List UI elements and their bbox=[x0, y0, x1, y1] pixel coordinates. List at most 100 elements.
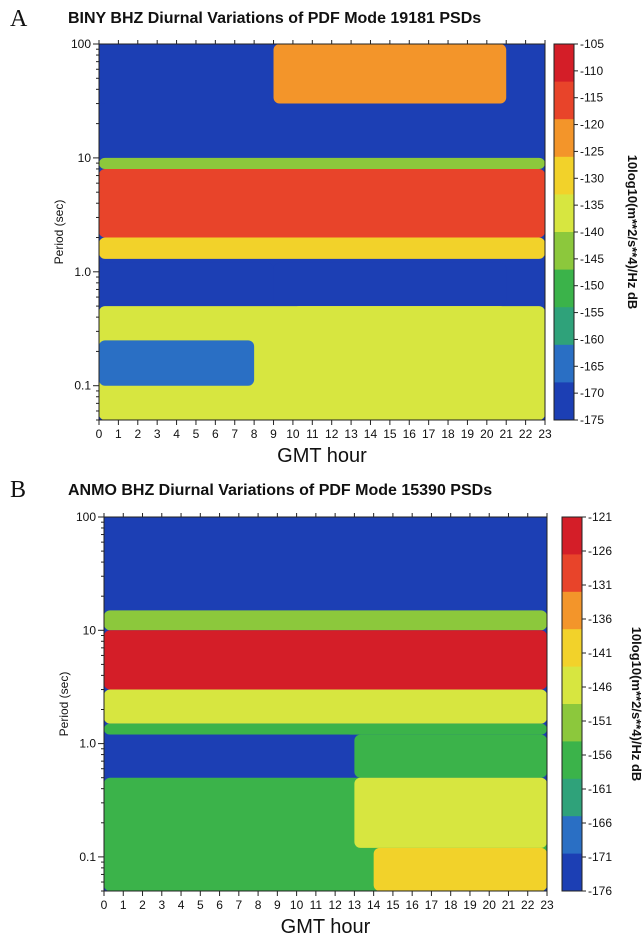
x-tick-label: 18 bbox=[441, 427, 455, 441]
colorbar-tick-label: -131 bbox=[588, 578, 612, 592]
colorbar-tick-label: -175 bbox=[580, 413, 604, 427]
colorbar-tick-label: -120 bbox=[580, 118, 604, 132]
x-tick-label: 13 bbox=[344, 427, 358, 441]
x-tick-label: 11 bbox=[306, 427, 319, 441]
x-tick-label: 7 bbox=[235, 898, 242, 912]
x-axis-label: GMT hour bbox=[277, 445, 367, 467]
y-axis-label: Period (sec) bbox=[57, 672, 71, 737]
colorbar-segment bbox=[562, 704, 582, 742]
colorbar-tick-label: -156 bbox=[588, 748, 612, 762]
colorbar-segment bbox=[562, 853, 582, 892]
x-tick-label: 15 bbox=[383, 427, 397, 441]
heatmap-cell bbox=[99, 44, 274, 104]
colorbar-tick-label: -150 bbox=[580, 279, 604, 293]
heatmap-chart: 0 1 2 3 4 5 6 7 8 9 10 11 12 13 14 15 16 17 18 19 20 21 22 23GM… bbox=[52, 37, 640, 467]
colorbar-segment bbox=[554, 156, 574, 195]
panel-a: A BINY BHZ Diurnal Variations of PDF Mod… bbox=[0, 0, 642, 470]
colorbar-tick-label: -160 bbox=[580, 332, 604, 346]
x-tick-label: 16 bbox=[405, 898, 419, 912]
x-tick-label: 15 bbox=[386, 898, 400, 912]
x-tick-label: 8 bbox=[251, 427, 258, 441]
colorbar-tick-label: -166 bbox=[588, 816, 612, 830]
x-tick-label: 17 bbox=[425, 898, 439, 912]
y-tick-label: 100 bbox=[76, 510, 96, 524]
x-tick-label: 14 bbox=[367, 898, 381, 912]
colorbar-label: 10log10(m**2/s**4)/Hz dB bbox=[629, 627, 642, 782]
x-tick-label: 9 bbox=[274, 898, 281, 912]
x-tick-label: 19 bbox=[461, 427, 475, 441]
colorbar-tick-label: -130 bbox=[580, 171, 604, 185]
heatmap-cell bbox=[104, 517, 547, 611]
heatmap-chart: 0 1 2 3 4 5 6 7 8 9 10 11 12 13 14 15 16 17 18 19 20 21 22 23GM… bbox=[57, 510, 642, 938]
plot-frame bbox=[98, 43, 546, 421]
colorbar-segment bbox=[562, 778, 582, 817]
heatmap-cell bbox=[354, 734, 547, 778]
colorbar-segment bbox=[554, 269, 574, 308]
x-tick-label: 21 bbox=[500, 427, 514, 441]
colorbar-segment bbox=[554, 194, 574, 233]
colorbar-tick-label: -145 bbox=[580, 252, 604, 266]
colorbar-tick-label: -140 bbox=[580, 225, 604, 239]
x-tick-label: 11 bbox=[310, 898, 323, 912]
x-tick-label: 13 bbox=[348, 898, 362, 912]
panel-label: A bbox=[10, 6, 28, 32]
colorbar-segment bbox=[554, 119, 574, 158]
colorbar-segment bbox=[554, 81, 574, 120]
x-tick-label: 22 bbox=[519, 427, 533, 441]
x-tick-label: 10 bbox=[290, 898, 304, 912]
colorbar-segment bbox=[562, 816, 582, 855]
heatmap-cell bbox=[104, 610, 547, 631]
colorbar-segment bbox=[562, 591, 582, 630]
colorbar-tick-label: -126 bbox=[588, 544, 612, 558]
x-tick-label: 2 bbox=[134, 427, 141, 441]
colorbar-tick-label: -135 bbox=[580, 198, 604, 212]
heatmap-cell bbox=[99, 340, 255, 386]
x-tick-label: 6 bbox=[216, 898, 223, 912]
y-tick-label: 10 bbox=[83, 623, 97, 637]
colorbar-tick-label: -146 bbox=[588, 680, 612, 694]
x-tick-label: 1 bbox=[120, 898, 127, 912]
x-tick-label: 6 bbox=[212, 427, 219, 441]
x-tick-label: 23 bbox=[538, 427, 552, 441]
heatmap-cell bbox=[99, 262, 274, 307]
colorbar-segment bbox=[554, 382, 574, 421]
colorbar-tick-label: -176 bbox=[588, 884, 612, 898]
heatmap-cell bbox=[104, 630, 547, 690]
x-tick-label: 22 bbox=[521, 898, 535, 912]
colorbar-segment bbox=[562, 666, 582, 705]
x-tick-label: 1 bbox=[115, 427, 122, 441]
colorbar-label: 10log10(m**2/s**4)/Hz dB bbox=[625, 155, 640, 310]
x-tick-label: 7 bbox=[231, 427, 238, 441]
x-axis-label: GMT hour bbox=[281, 916, 371, 938]
x-tick-label: 0 bbox=[96, 427, 103, 441]
heatmap-cell bbox=[354, 777, 547, 848]
x-tick-label: 18 bbox=[444, 898, 458, 912]
heatmap-cell bbox=[99, 103, 545, 158]
colorbar-tick-label: -141 bbox=[588, 646, 612, 660]
panel-b: B ANMO BHZ Diurnal Variations of PDF Mod… bbox=[0, 470, 642, 942]
colorbar-frame bbox=[561, 516, 583, 892]
colorbar-segment bbox=[562, 554, 582, 593]
colorbar-segment bbox=[562, 517, 582, 555]
colorbar-segment bbox=[554, 344, 574, 383]
x-tick-label: 4 bbox=[173, 427, 180, 441]
x-tick-label: 10 bbox=[286, 427, 300, 441]
heatmap-cell bbox=[373, 847, 547, 891]
x-tick-label: 0 bbox=[101, 898, 108, 912]
x-tick-label: 2 bbox=[139, 898, 146, 912]
colorbar-tick-label: -136 bbox=[588, 612, 612, 626]
chart-title: BINY BHZ Diurnal Variations of PDF Mode … bbox=[68, 10, 482, 27]
plot-frame bbox=[103, 516, 548, 892]
x-tick-label: 20 bbox=[483, 898, 497, 912]
chart-title: ANMO BHZ Diurnal Variations of PDF Mode … bbox=[68, 482, 493, 499]
x-tick-label: 16 bbox=[403, 427, 417, 441]
colorbar-segment bbox=[554, 307, 574, 346]
colorbar-tick-label: -155 bbox=[580, 306, 604, 320]
heatmap-cell bbox=[292, 306, 507, 420]
x-tick-label: 5 bbox=[197, 898, 204, 912]
x-tick-label: 17 bbox=[422, 427, 436, 441]
x-tick-label: 14 bbox=[364, 427, 378, 441]
colorbar-tick-label: -161 bbox=[588, 782, 612, 796]
colorbar-tick-label: -110 bbox=[580, 64, 603, 78]
colorbar-tick-label: -105 bbox=[580, 37, 604, 51]
